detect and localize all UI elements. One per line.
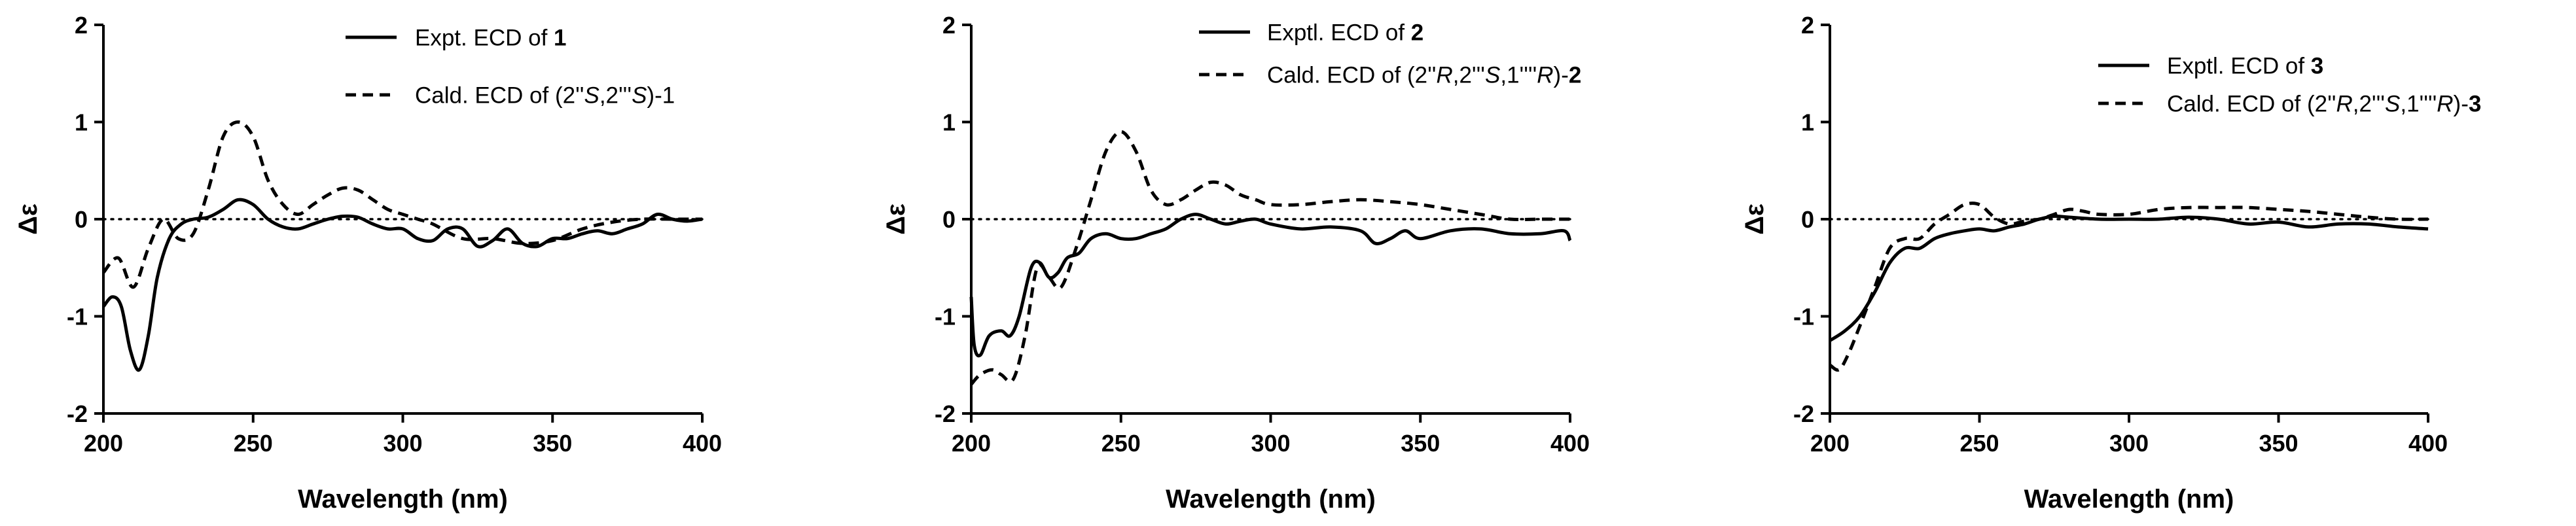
x-tick-label: 350 <box>2259 430 2298 457</box>
legend-entry-label: Exptl. ECD of 3 <box>2167 54 2323 79</box>
x-tick-label: 400 <box>2408 430 2448 457</box>
x-tick-label: 400 <box>683 430 722 457</box>
x-tick-label: 300 <box>383 430 422 457</box>
y-axis-title: Δε <box>14 203 43 235</box>
calculated-ecd-series-line <box>1829 202 2429 372</box>
experimental-ecd-series-line <box>1829 214 2429 342</box>
chart-panel-2: -2 -1 0 1 2 200 250 300 350 400 Wavelength (nm) Δε E… <box>882 12 1590 514</box>
experimental-ecd-series-line <box>102 198 703 372</box>
y-tick-label: 0 <box>1801 206 1814 233</box>
x-tick-label: 250 <box>1959 430 1999 457</box>
legend-entry-label: Cald. ECD of (2''S,2'''S)-1 <box>415 83 675 109</box>
legend-entry-label: Expt. ECD of 1 <box>415 26 567 51</box>
x-tick-label: 200 <box>1810 430 1850 457</box>
legend-entry-label: Cald. ECD of (2''R,2'''S,1''''R)-2 <box>1267 63 1581 88</box>
chart-panel-3: -2 -1 0 1 2 200 250 300 350 400 Wavelength (nm) Δε E… <box>1740 12 2481 514</box>
y-tick-label: 2 <box>1801 12 1814 39</box>
legend-entry-label: Cald. ECD of (2''R,2'''S,1''''R)-3 <box>2167 92 2481 117</box>
x-axis-title: Wavelength (nm) <box>1166 485 1376 514</box>
x-tick-label: 250 <box>234 430 273 457</box>
x-tick-label: 300 <box>2109 430 2149 457</box>
y-tick-label: 1 <box>1801 109 1814 135</box>
y-tick-label: 0 <box>942 206 956 233</box>
chart-panel-1: -2 -1 0 1 2 200 250 300 350 400 Wavelength (nm) Δε E… <box>14 12 722 514</box>
y-tick-label: -1 <box>1793 303 1814 330</box>
y-tick-label: -2 <box>67 400 88 427</box>
y-tick-label: -1 <box>67 303 88 330</box>
x-tick-label: 200 <box>84 430 123 457</box>
experimental-ecd-series-line <box>969 213 1572 358</box>
legend-entry-label: Exptl. ECD of 2 <box>1267 20 1423 46</box>
x-tick-label: 400 <box>1550 430 1590 457</box>
y-tick-label: 1 <box>942 109 956 135</box>
y-tick-label: 0 <box>75 206 88 233</box>
y-tick-label: 1 <box>75 109 88 135</box>
calculated-ecd-series-line <box>102 120 702 289</box>
y-tick-label: -1 <box>935 303 956 330</box>
y-axis-title: Δε <box>1740 203 1769 235</box>
x-axis-title: Wavelength (nm) <box>2024 485 2234 514</box>
y-tick-label: -2 <box>935 400 956 427</box>
y-tick-label: 2 <box>75 12 88 39</box>
x-tick-label: 300 <box>1251 430 1290 457</box>
x-axis-title: Wavelength (nm) <box>298 485 508 514</box>
x-tick-label: 350 <box>1401 430 1440 457</box>
x-tick-label: 350 <box>533 430 572 457</box>
y-tick-label: 2 <box>942 12 956 39</box>
y-tick-label: -2 <box>1793 400 1814 427</box>
y-axis-title: Δε <box>882 203 910 235</box>
x-tick-label: 200 <box>952 430 991 457</box>
calculated-ecd-series-line <box>970 130 1570 386</box>
x-tick-label: 250 <box>1101 430 1141 457</box>
